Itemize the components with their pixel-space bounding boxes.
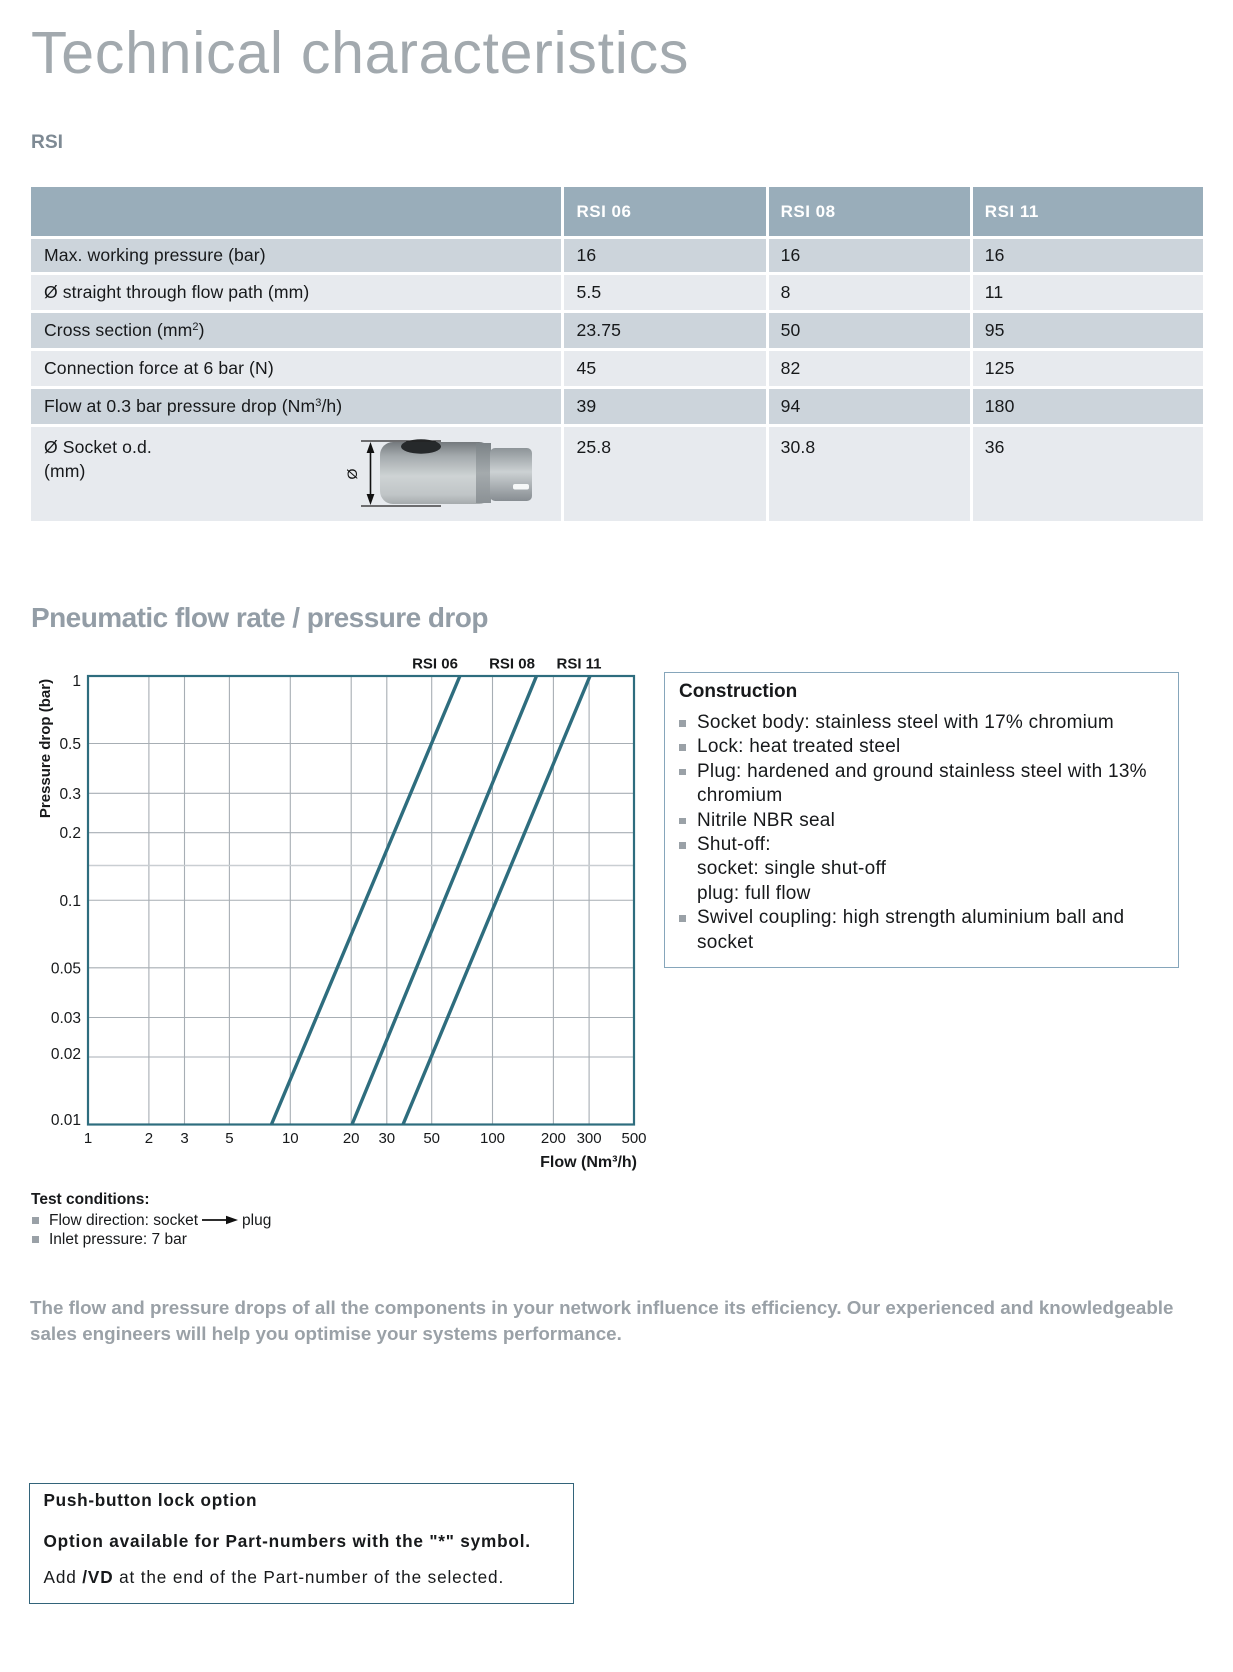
svg-text:0.1: 0.1 bbox=[59, 893, 81, 910]
svg-text:2: 2 bbox=[145, 1130, 153, 1147]
svg-text:0.03: 0.03 bbox=[51, 1010, 81, 1027]
svg-text:0.5: 0.5 bbox=[59, 736, 81, 753]
svg-text:1: 1 bbox=[84, 1130, 92, 1147]
svg-text:0.05: 0.05 bbox=[51, 960, 81, 977]
svg-text:500: 500 bbox=[621, 1130, 646, 1147]
svg-text:10: 10 bbox=[282, 1130, 299, 1147]
svg-text:1: 1 bbox=[72, 673, 81, 690]
svg-text:100: 100 bbox=[480, 1130, 505, 1147]
svg-text:Pressure drop (bar): Pressure drop (bar) bbox=[37, 679, 54, 818]
svg-text:5: 5 bbox=[225, 1130, 233, 1147]
svg-text:300: 300 bbox=[577, 1130, 602, 1147]
svg-text:0.02: 0.02 bbox=[51, 1046, 81, 1063]
svg-text:RSI 11: RSI 11 bbox=[556, 655, 601, 672]
svg-text:0.2: 0.2 bbox=[59, 825, 81, 842]
svg-text:0.3: 0.3 bbox=[59, 786, 81, 803]
svg-text:RSI 06: RSI 06 bbox=[412, 655, 458, 672]
svg-text:3: 3 bbox=[180, 1130, 188, 1147]
svg-text:30: 30 bbox=[378, 1130, 395, 1147]
svg-text:Ø: Ø bbox=[344, 468, 360, 479]
svg-text:Flow (Nm³/h): Flow (Nm³/h) bbox=[540, 1154, 637, 1171]
svg-text:0.01: 0.01 bbox=[51, 1112, 81, 1129]
svg-text:50: 50 bbox=[423, 1130, 440, 1147]
svg-text:200: 200 bbox=[541, 1130, 566, 1147]
svg-text:RSI 08: RSI 08 bbox=[489, 655, 535, 672]
svg-text:20: 20 bbox=[343, 1130, 360, 1147]
